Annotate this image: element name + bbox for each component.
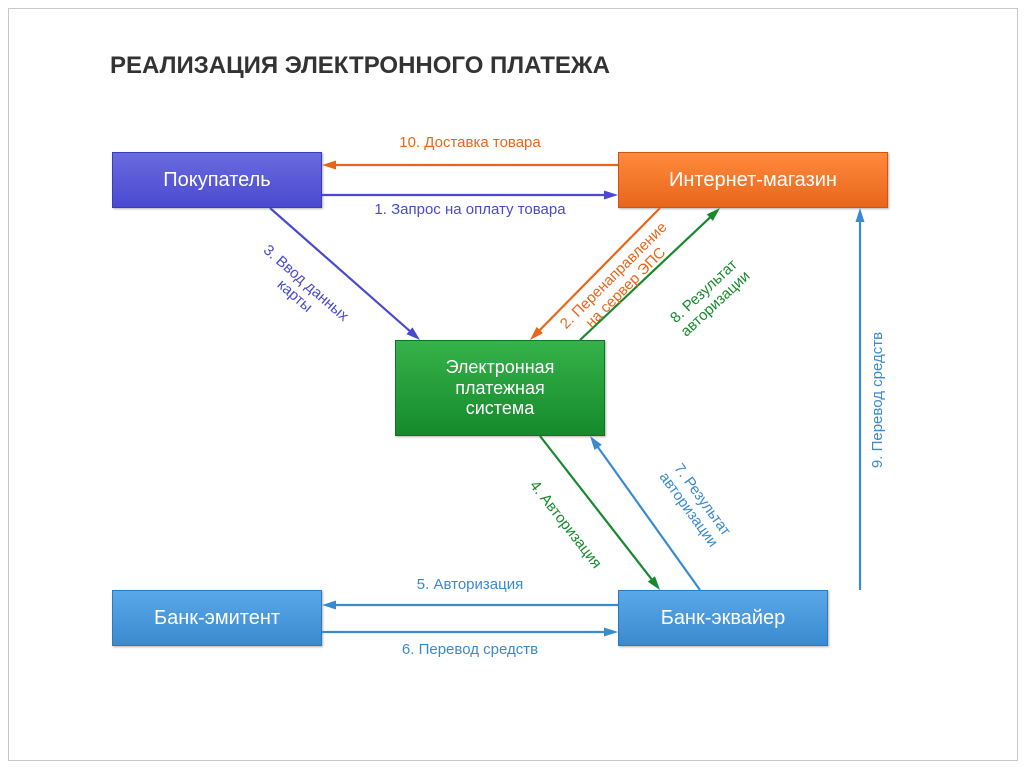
node-eps: Электронная платежная система [395,340,605,436]
node-buyer-label: Покупатель [163,169,270,192]
node-eps-label: Электронная платежная система [446,357,555,419]
edge-label-e10: 10. Доставка товара [399,135,540,152]
node-issuer: Банк-эмитент [112,590,322,646]
node-shop: Интернет-магазин [618,152,888,208]
diagram-title: РЕАЛИЗАЦИЯ ЭЛЕКТРОННОГО ПЛАТЕЖА [110,52,610,80]
node-acquirer-label: Банк-эквайер [661,607,786,630]
edge-label-e1: 1. Запрос на оплату товара [374,202,565,219]
node-buyer: Покупатель [112,152,322,208]
edge-label-e9: 9. Перевод средств [870,332,887,468]
edge-label-e6: 6. Перевод средств [402,642,538,659]
node-acquirer: Банк-эквайер [618,590,828,646]
node-issuer-label: Банк-эмитент [154,607,280,630]
edge-label-e5: 5. Авторизация [417,577,523,594]
node-shop-label: Интернет-магазин [669,169,837,192]
